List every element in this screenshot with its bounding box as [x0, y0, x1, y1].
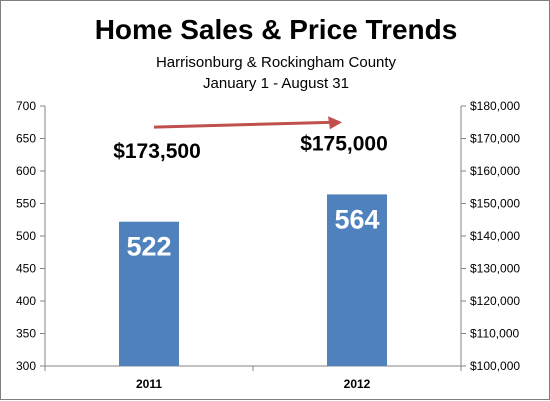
left-tick-label: 400 [16, 294, 36, 308]
price-trend-arrowhead [328, 116, 342, 130]
right-tick-label: $110,000 [470, 327, 519, 341]
left-tick-label: 600 [16, 164, 36, 178]
plot-area: 300 350 400 450 500 550 600 650 700 $100,000 $110,… [16, 99, 520, 391]
right-tick-label: $150,000 [470, 197, 520, 211]
left-tick-label: 350 [16, 327, 36, 341]
bar-value-label: 522 [126, 232, 171, 262]
left-tick-label: 550 [16, 197, 36, 211]
left-tick-label: 650 [16, 132, 36, 146]
right-tick-label: $140,000 [470, 229, 520, 243]
left-tick-label: 500 [16, 229, 36, 243]
bar [327, 194, 387, 366]
price-label: $173,500 [113, 140, 201, 163]
right-tick-label: $180,000 [470, 99, 520, 113]
left-tick-label: 300 [16, 359, 36, 373]
price-label: $175,000 [300, 132, 388, 155]
left-tick-label: 450 [16, 262, 36, 276]
chart-subtitle: Harrisonburg & Rockingham County [156, 54, 397, 71]
chart-title: Home Sales & Price Trends [95, 14, 458, 45]
right-tick-label: $120,000 [470, 294, 520, 308]
category-label: 2011 [136, 377, 162, 391]
bar-value-label: 564 [334, 204, 379, 234]
bar [119, 221, 179, 366]
price-trend-line [153, 120, 335, 129]
right-tick-label: $170,000 [470, 132, 520, 146]
right-tick-label: $130,000 [470, 262, 520, 276]
right-tick-label: $100,000 [470, 359, 520, 373]
right-tick-label: $160,000 [470, 164, 520, 178]
left-tick-label: 700 [16, 99, 36, 113]
category-label: 2012 [344, 377, 371, 391]
chart-date-range: January 1 - August 31 [203, 75, 349, 92]
